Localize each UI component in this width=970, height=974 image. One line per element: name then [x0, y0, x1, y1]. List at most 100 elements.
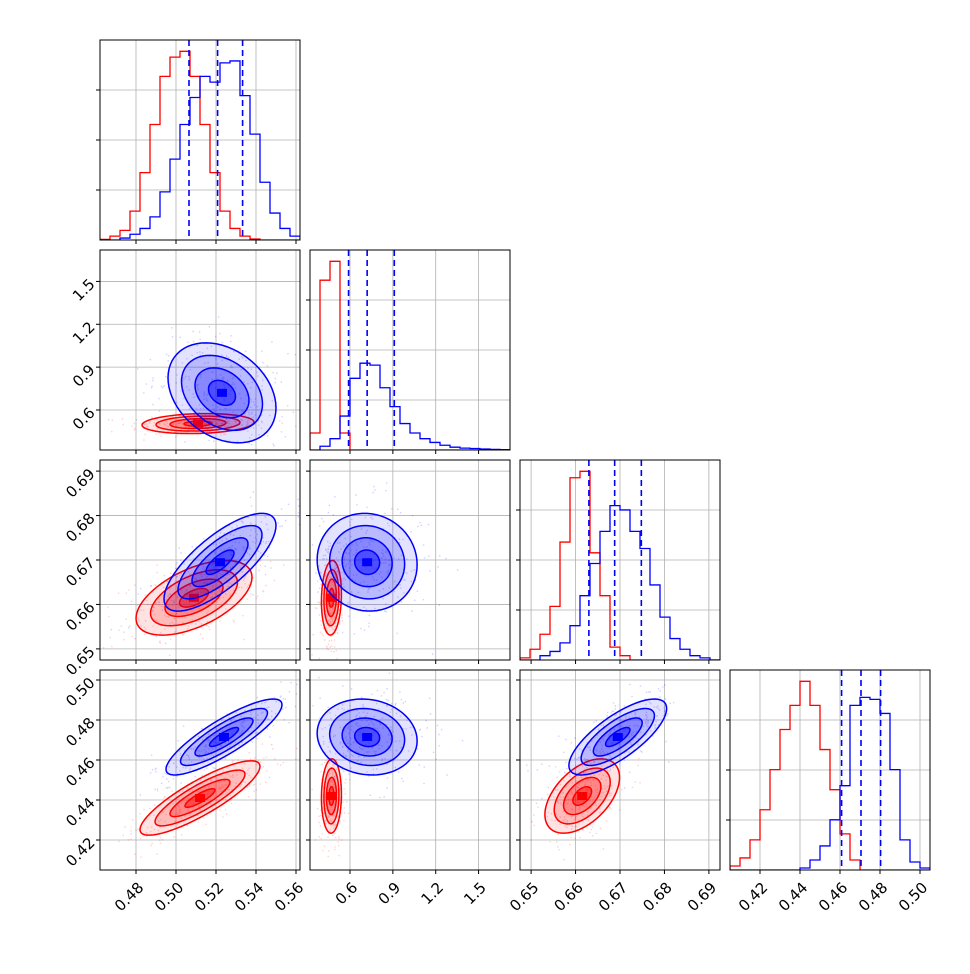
hist-panel-2 — [516, 459, 721, 664]
panel-content — [100, 670, 300, 870]
contour-blue-line — [179, 707, 269, 767]
y-tick-label: 0.6 — [69, 404, 99, 434]
contour-red-line — [320, 559, 343, 636]
contour-blue-line — [353, 549, 381, 576]
density-red-peak — [193, 419, 203, 428]
scatter-blue-points — [139, 681, 298, 796]
contour-blue-line — [341, 717, 393, 757]
contour-red-line — [320, 758, 343, 834]
contour-red-line — [553, 767, 611, 825]
density-blue-peak — [219, 733, 229, 741]
contour-red-line — [169, 417, 227, 430]
y-tick-label: 0.44 — [62, 794, 98, 830]
density-blue-peak — [362, 733, 373, 741]
x-tick-label: 0.44 — [775, 879, 811, 915]
density-blue-peak — [612, 733, 623, 741]
contour-blue-line — [328, 707, 406, 767]
panel-frame — [99, 669, 301, 871]
hist-panel-3 — [726, 669, 931, 874]
panel-content — [100, 460, 300, 660]
y-tick-label: 0.46 — [62, 754, 98, 790]
hist-red-3 — [730, 680, 930, 870]
y-tick-label: 0.42 — [62, 834, 98, 870]
scatter-blue-points — [311, 482, 459, 655]
contour-blue-line — [194, 367, 250, 419]
x-tick-label: 0.46 — [815, 879, 851, 915]
hist-blue-0 — [100, 60, 300, 240]
scatter-panel-3-2 — [516, 669, 721, 874]
y-tick-label: 0.67 — [62, 554, 98, 590]
scatter-panel-3-1 — [306, 669, 511, 874]
hist-red-0 — [100, 50, 300, 240]
panel-content — [520, 460, 720, 660]
y-tick-label: 0.69 — [62, 465, 98, 501]
x-tick-label: 0.50 — [151, 879, 187, 915]
y-tick-label: 0.9 — [69, 361, 99, 391]
contour-red-line — [139, 760, 261, 836]
hist-blue-2 — [520, 504, 720, 660]
panel-content — [100, 250, 300, 450]
contour-red-line — [149, 569, 239, 627]
panel-content — [310, 250, 510, 450]
contour-blue-line — [167, 342, 277, 444]
density-red-peak — [326, 593, 337, 602]
hist-panel-0 — [96, 39, 301, 244]
hist-panel-1 — [306, 249, 511, 454]
x-tick-label: 0.54 — [231, 879, 267, 915]
x-tick-label: 0.48 — [111, 879, 147, 915]
panel-frame — [729, 669, 931, 871]
contour-red-line — [544, 758, 621, 834]
x-tick-label: 0.42 — [735, 879, 771, 915]
x-tick-label: 0.9 — [375, 879, 405, 909]
contour-blue-line — [568, 698, 668, 776]
panel-frame — [99, 39, 301, 241]
contour-red-line — [184, 787, 216, 809]
y-tick-label: 1.2 — [69, 318, 99, 348]
x-tick-label: 0.50 — [895, 879, 931, 915]
scatter-panel-2-1 — [306, 459, 511, 664]
scatter-panel-1-0 — [96, 249, 301, 454]
contour-red-line — [178, 587, 210, 608]
y-tick-label: 1.5 — [69, 275, 99, 305]
density-red-peak — [577, 792, 588, 800]
x-tick-label: 1.5 — [460, 879, 490, 909]
contour-red-line — [323, 767, 340, 825]
panel-content — [100, 40, 300, 240]
y-tick-label: 0.50 — [62, 674, 98, 710]
y-tick-label: 0.65 — [62, 643, 98, 679]
y-tick-label: 0.66 — [62, 598, 98, 634]
contour-red-line — [141, 412, 255, 435]
scatter-panel-2-0 — [96, 459, 301, 664]
panel-content — [520, 670, 720, 870]
contour-blue-line — [194, 717, 254, 757]
x-tick-label: 0.66 — [551, 879, 587, 915]
contour-blue-line — [328, 524, 406, 600]
contour-blue-line — [205, 549, 235, 576]
panel-content — [730, 670, 930, 870]
contour-red-line — [155, 415, 241, 432]
density-blue-peak — [215, 558, 225, 567]
panel-content — [310, 670, 510, 870]
panel-frame — [309, 669, 511, 871]
hist-blue-3 — [730, 696, 930, 870]
contour-red-line — [154, 769, 246, 827]
scatter-red-points — [530, 717, 641, 861]
scatter-panel-3-0 — [96, 669, 301, 874]
x-tick-label: 1.2 — [417, 879, 447, 909]
contour-blue-line — [316, 698, 418, 776]
contour-blue-line — [177, 524, 263, 600]
hist-blue-1 — [310, 362, 510, 450]
contour-blue-line — [191, 537, 249, 588]
y-tick-label: 0.48 — [62, 714, 98, 750]
density-red-peak — [195, 794, 205, 802]
contour-red-line — [164, 578, 224, 618]
contour-blue-line — [180, 354, 264, 432]
x-tick-label: 0.69 — [684, 879, 720, 915]
x-tick-label: 0.6 — [332, 879, 362, 909]
contour-blue-line — [341, 537, 393, 588]
contour-red-line — [562, 776, 602, 816]
contour-red-line — [323, 569, 340, 627]
panel-frame — [309, 459, 511, 661]
contour-blue-line — [604, 726, 631, 748]
